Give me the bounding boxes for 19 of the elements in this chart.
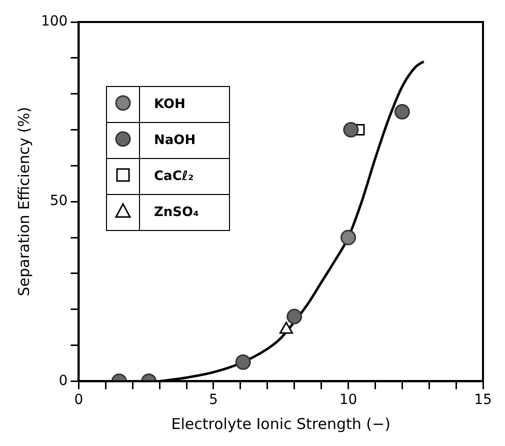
- y-tick-label: 100: [40, 14, 68, 30]
- legend-label: NaOH: [140, 122, 230, 158]
- x-tick-label: 5: [209, 392, 218, 408]
- point: [343, 122, 359, 138]
- x-axis-title: Electrolyte Ionic Strength (−): [171, 414, 390, 433]
- point: [340, 230, 356, 246]
- x-tick-label: 0: [74, 392, 84, 408]
- y-tick-label: 0: [58, 372, 68, 389]
- legend-label: ZnSO₄: [140, 194, 230, 230]
- y-axis-title: Separation Efficiency (%): [14, 106, 33, 296]
- legend-label: CaCℓ₂: [140, 158, 230, 194]
- point: [394, 104, 410, 120]
- point: [235, 354, 251, 370]
- point: [279, 322, 294, 334]
- point: [286, 308, 302, 324]
- legend-label: KOH: [140, 86, 230, 122]
- y-tick-label: 50: [50, 193, 68, 210]
- x-tick-label: 15: [474, 392, 492, 408]
- x-tick-label: 10: [339, 392, 358, 408]
